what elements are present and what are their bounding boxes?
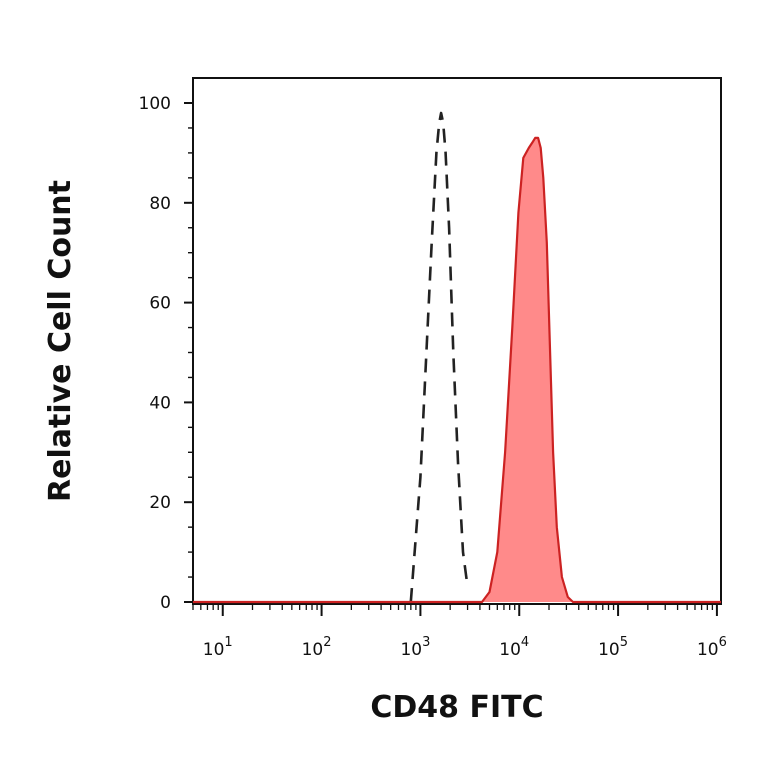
y-tick-label-40: 40 — [149, 393, 171, 413]
y-tick-label-60: 60 — [149, 294, 171, 314]
x-tick-exponent: 6 — [719, 635, 727, 650]
y-axis-title: Relative Cell Count — [43, 180, 78, 502]
x-tick-base: 10 — [400, 640, 422, 660]
x-tick-label-2: 102 — [302, 635, 332, 660]
y-tick-label-20: 20 — [149, 493, 171, 513]
y-axis: 0 20 40 60 80 100 — [139, 94, 193, 613]
series-marks — [193, 111, 721, 604]
y-tick-label-80: 80 — [149, 194, 171, 214]
y-tick-label-0: 0 — [160, 593, 171, 613]
x-tick-exponent: 5 — [620, 635, 628, 650]
x-tick-exponent: 1 — [224, 635, 232, 650]
x-tick-base: 10 — [697, 640, 719, 660]
x-tick-exponent: 4 — [521, 635, 529, 650]
series-2-line — [193, 136, 721, 604]
series-1-line — [409, 111, 469, 603]
x-axis: 101 102 103 104 105 106 — [192, 604, 727, 660]
series-2-area — [193, 137, 721, 602]
x-tick-base: 10 — [203, 640, 225, 660]
x-tick-label-3: 103 — [400, 635, 430, 660]
x-tick-base: 10 — [499, 640, 521, 660]
x-tick-base: 10 — [598, 640, 620, 660]
x-tick-base: 10 — [302, 640, 324, 660]
x-tick-exponent: 2 — [323, 635, 331, 650]
plot-frame — [192, 77, 722, 605]
y-tick-label-100: 100 — [139, 94, 171, 114]
x-axis-title: CD48 FITC — [370, 690, 543, 725]
x-tick-label-4: 104 — [499, 635, 529, 660]
x-tick-label-6: 106 — [697, 635, 727, 660]
x-tick-label-5: 105 — [598, 635, 628, 660]
x-tick-label-1: 101 — [203, 635, 233, 660]
x-tick-exponent: 3 — [422, 635, 430, 650]
